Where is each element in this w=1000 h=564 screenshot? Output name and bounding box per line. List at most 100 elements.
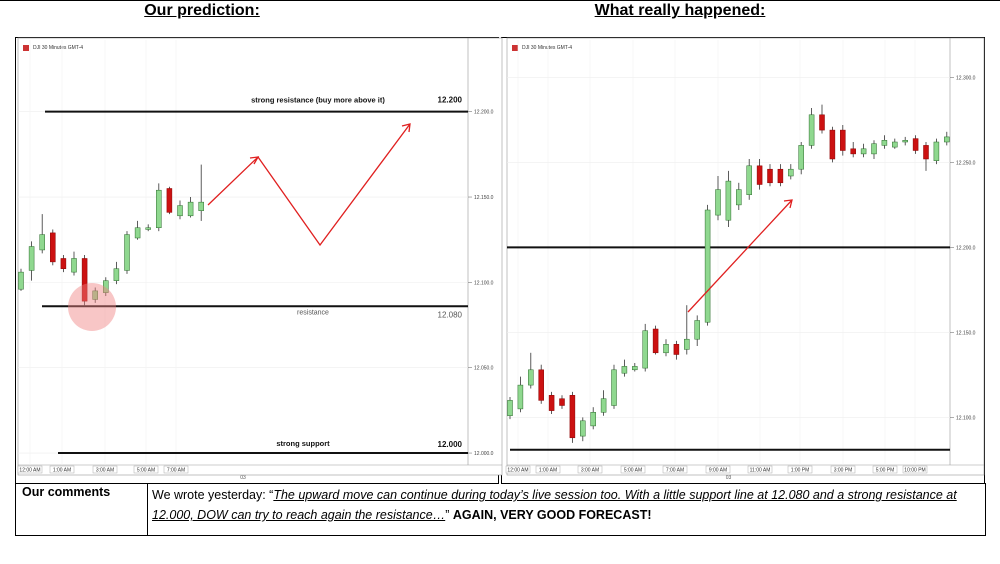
candle-body (559, 398, 565, 406)
candle-body (145, 227, 151, 230)
x-label-box (535, 465, 561, 474)
x-tick-label: 5:00 PM (876, 468, 895, 474)
caption-icon (23, 45, 29, 51)
caption: DJI 30 Minutes GMT-4 (522, 45, 572, 51)
candle-body (736, 189, 742, 206)
y-tick-label: 12.200.0 (956, 245, 976, 251)
caption-icon (512, 45, 518, 51)
x-label-box (17, 465, 43, 474)
candle-body (18, 271, 24, 290)
candle-body (621, 366, 628, 374)
comments-text: We wrote yesterday: “The upward move can… (152, 485, 982, 525)
candle-body (808, 114, 815, 146)
x-label-box (872, 465, 898, 474)
comments-table: Our comments We wrote yesterday: “The up… (15, 483, 986, 536)
y-tick-label: 12.000.0 (474, 451, 494, 457)
x-label-box (49, 465, 75, 474)
candle-body (944, 136, 950, 143)
candle-body (187, 201, 194, 217)
candle-body (92, 290, 98, 300)
y-tick-label: 12.250.0 (956, 160, 976, 166)
level-name: strong resistance (buy more above it) (251, 96, 385, 105)
x-tick-label: 1:00 AM (539, 468, 557, 474)
x-tick-label: 3:00 AM (96, 468, 114, 474)
y-tick-label: 12.050.0 (474, 366, 494, 372)
level-name: strong support (276, 439, 330, 448)
level-label: 12.200 (438, 96, 463, 105)
x-tick-label: 7:00 AM (167, 468, 185, 474)
x-tick-label: 1:00 AM (53, 468, 71, 474)
x-axis-title: 03 (240, 475, 246, 481)
x-label-box (902, 465, 928, 474)
candle-body (777, 168, 784, 184)
candle-body (632, 366, 638, 371)
candle-body (124, 234, 130, 271)
x-tick-label: 1:00 PM (791, 468, 810, 474)
candle-body (517, 384, 524, 410)
emphasis: AGAIN, VERY GOOD FORECAST! (452, 508, 652, 522)
outro: ” (445, 508, 450, 522)
highlight-circle (68, 283, 116, 331)
candle-body (694, 320, 700, 340)
candle-body (198, 201, 204, 211)
candle-body (103, 280, 109, 293)
candle-body (538, 369, 544, 401)
x-tick-label: 11:00 AM (750, 468, 771, 474)
y-tick-label: 12.150.0 (956, 330, 976, 336)
candle-body (767, 168, 773, 184)
caption: DJI 30 Minutes GMT-4 (33, 45, 83, 51)
candle-body (60, 258, 67, 269)
candle-body (892, 141, 898, 148)
y-tick-label: 12.300.0 (956, 75, 976, 81)
y-tick-label: 12.100.0 (956, 415, 976, 421)
candle-body (50, 232, 56, 263)
candle-body (704, 209, 711, 323)
candle-body (177, 205, 183, 217)
x-tick-label: 5:00 AM (137, 468, 155, 474)
level-label: 12.000 (438, 440, 463, 449)
quote: The upward move can continue during toda… (152, 488, 957, 522)
candle-body (590, 412, 596, 427)
candle-body (569, 395, 576, 439)
x-label-box (133, 465, 159, 474)
y-tick-label: 12.150.0 (474, 195, 494, 201)
candle-body (788, 168, 794, 177)
candle-body (134, 227, 141, 239)
x-axis-title: 03 (726, 475, 732, 481)
y-tick-label: 12.100.0 (474, 280, 494, 286)
candle-body (548, 395, 555, 411)
x-label-box (662, 465, 688, 474)
candle-body (912, 138, 919, 151)
candle-body (923, 145, 929, 160)
heading: What really happened: (594, 2, 766, 19)
x-label-box (577, 465, 603, 474)
candle-body (756, 165, 763, 185)
candle-body (860, 148, 867, 155)
candle-body (28, 246, 35, 271)
candle-body (933, 141, 940, 161)
candle-body (166, 188, 173, 213)
candle-body (829, 129, 836, 160)
level-name: resistance (297, 309, 329, 316)
candle-body (684, 338, 690, 350)
candle-body (642, 330, 648, 369)
candle-body (663, 344, 669, 354)
candle-body (71, 258, 77, 273)
candle-body (528, 369, 534, 386)
x-label-box (747, 465, 773, 474)
x-label-box (787, 465, 813, 474)
x-tick-label: 3:00 AM (581, 468, 599, 474)
candle-body (580, 420, 586, 437)
candle-body (507, 400, 513, 416)
x-tick-label: 10:00 PM (904, 468, 925, 474)
candle-body (725, 180, 732, 221)
x-tick-label: 7:00 AM (666, 468, 684, 474)
candle-body (840, 129, 846, 151)
x-label-box (505, 465, 531, 474)
candle-body (871, 143, 877, 155)
candle-body (902, 140, 908, 143)
candle-body (673, 344, 680, 355)
x-tick-label: 12:00 AM (19, 468, 40, 474)
